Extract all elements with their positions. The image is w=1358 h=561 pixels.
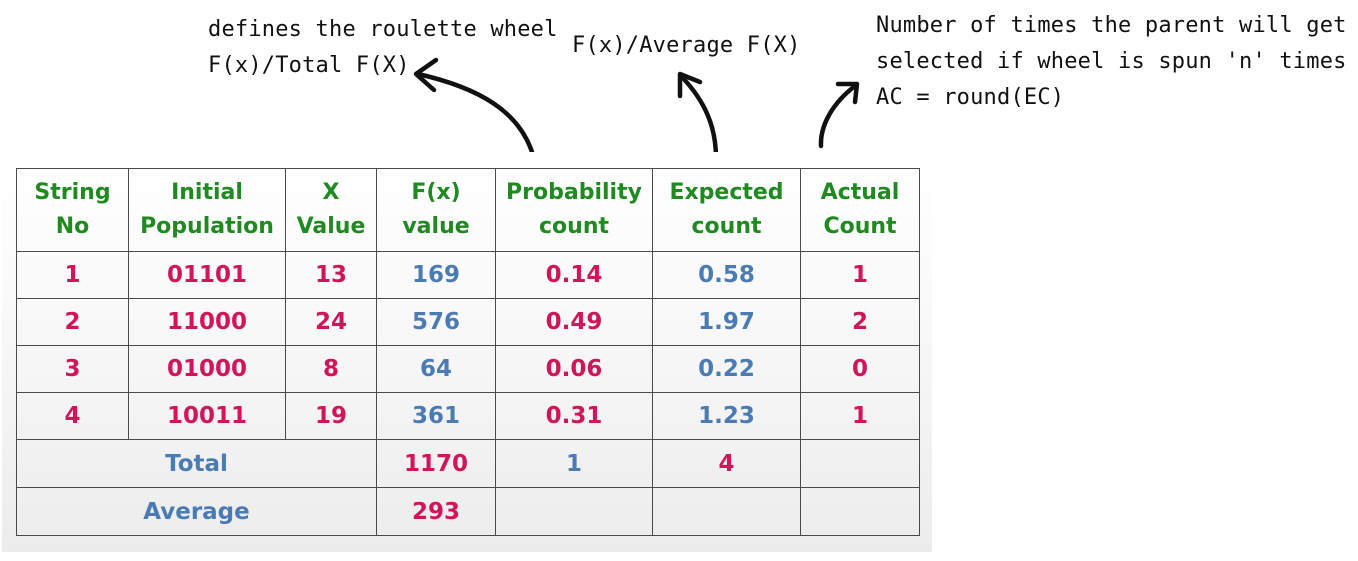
probability-cell: 0.31 — [495, 392, 653, 440]
header-string-no: String No — [16, 168, 129, 252]
fx-value-cell: 361 — [376, 392, 496, 440]
roulette-wheel-note-line1: defines the roulette wheel — [208, 17, 558, 42]
total-actual — [800, 439, 920, 488]
actual-cell: 1 — [800, 251, 920, 299]
roulette-wheel-note: defines the roulette wheel F(x)/Total F(… — [208, 12, 558, 84]
actual-cell: 2 — [800, 298, 920, 346]
fx-value-cell: 576 — [376, 298, 496, 346]
header-probability-count: Probability count — [495, 168, 653, 252]
population-cell: 10011 — [128, 392, 286, 440]
actual-count-note-line1: Number of times the parent will get — [876, 13, 1347, 38]
expected-cell: 0.22 — [652, 345, 801, 393]
string-no-cell: 3 — [16, 345, 129, 393]
total-fx: 1170 — [376, 439, 496, 488]
average-label: Average — [16, 487, 377, 536]
arrow-to-average-note — [678, 73, 719, 161]
string-no-cell: 4 — [16, 392, 129, 440]
total-expected: 4 — [652, 439, 801, 488]
average-expected — [652, 487, 801, 536]
average-probability — [495, 487, 653, 536]
table-row: 1 01101 13 169 0.14 0.58 1 — [16, 251, 920, 299]
expected-cell: 1.23 — [652, 392, 801, 440]
arrowhead-average — [677, 71, 703, 99]
x-value-cell: 19 — [285, 392, 377, 440]
table-row: 4 10011 19 361 0.31 1.23 1 — [16, 392, 920, 440]
x-value-cell: 8 — [285, 345, 377, 393]
arrow-to-wheel-note — [415, 71, 536, 158]
table-panel: String No Initial Population X Value F(x) va… — [2, 152, 932, 552]
actual-cell: 0 — [800, 345, 920, 393]
x-value-cell: 13 — [285, 251, 377, 299]
arrowhead-actual — [835, 81, 860, 105]
fx-value-cell: 64 — [376, 345, 496, 393]
string-no-cell: 1 — [16, 251, 129, 299]
x-value-cell: 24 — [285, 298, 377, 346]
average-note-line: F(x)/Average F(X) — [572, 33, 801, 58]
fx-value-cell: 169 — [376, 251, 496, 299]
average-actual — [800, 487, 920, 536]
average-fx: 293 — [376, 487, 496, 536]
average-note: F(x)/Average F(X) — [572, 28, 801, 64]
probability-cell: 0.49 — [495, 298, 653, 346]
actual-count-note-line3: AC = round(EC) — [876, 85, 1065, 110]
population-cell: 01000 — [128, 345, 286, 393]
arrow-to-actual-note — [818, 83, 858, 149]
header-x-value: X Value — [285, 168, 377, 252]
actual-count-note-line2: selected if wheel is spun 'n' times — [876, 49, 1347, 74]
total-label: Total — [16, 439, 377, 488]
header-fx-value: F(x) value — [376, 168, 496, 252]
population-cell: 01101 — [128, 251, 286, 299]
actual-cell: 1 — [800, 392, 920, 440]
expected-cell: 0.58 — [652, 251, 801, 299]
probability-cell: 0.14 — [495, 251, 653, 299]
total-row: Total 1170 1 4 — [16, 439, 920, 488]
header-actual-count: Actual Count — [800, 168, 920, 252]
expected-cell: 1.97 — [652, 298, 801, 346]
table-row: 2 11000 24 576 0.49 1.97 2 — [16, 298, 920, 346]
total-probability: 1 — [495, 439, 653, 488]
probability-cell: 0.06 — [495, 345, 653, 393]
actual-count-note: Number of times the parent will get sele… — [876, 8, 1347, 116]
selection-table: String No Initial Population X Value F(x) va… — [16, 168, 920, 536]
string-no-cell: 2 — [16, 298, 129, 346]
header-row: String No Initial Population X Value F(x) va… — [16, 168, 920, 252]
header-initial-population: Initial Population — [128, 168, 286, 252]
roulette-wheel-note-line2: F(x)/Total F(X) — [208, 53, 410, 78]
header-expected-count: Expected count — [652, 168, 801, 252]
population-cell: 11000 — [128, 298, 286, 346]
table-row: 3 01000 8 64 0.06 0.22 0 — [16, 345, 920, 393]
average-row: Average 293 — [16, 487, 920, 536]
